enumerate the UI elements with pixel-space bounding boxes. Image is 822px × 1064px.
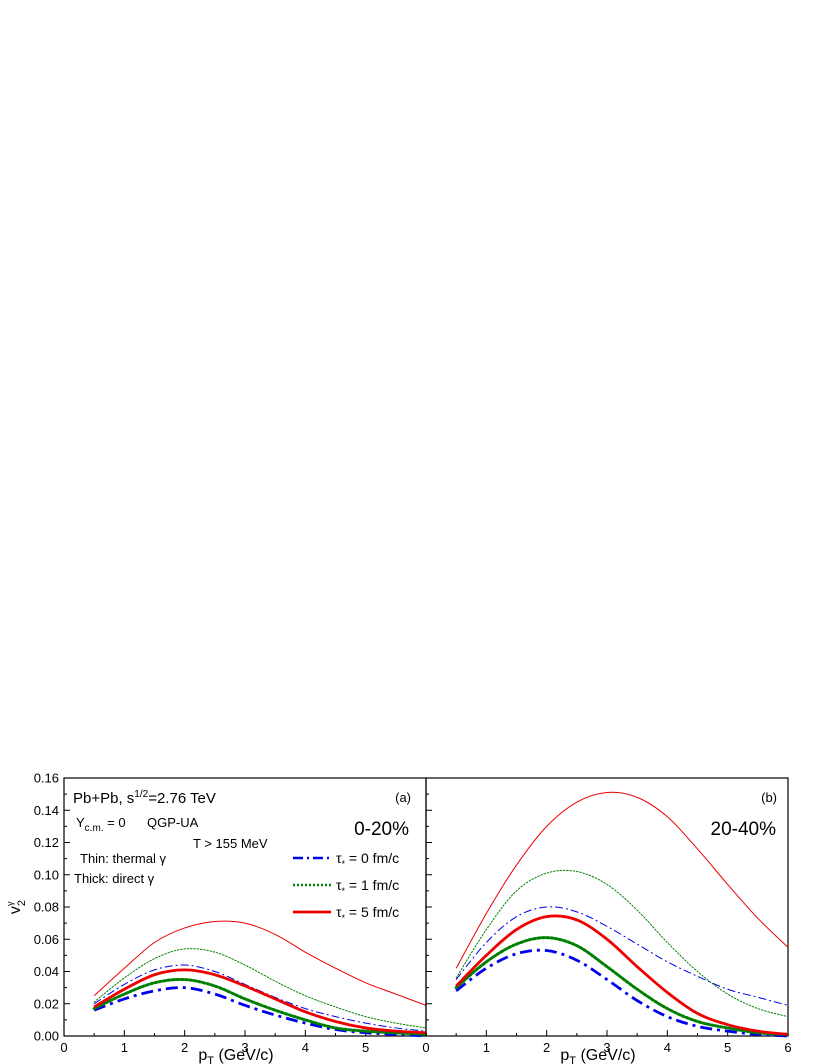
- legend-label-tau0: τ* = 0 fm/c: [336, 850, 399, 869]
- series-direct-tau1-a: [92, 977, 428, 1036]
- x-axis-title-a: pT (GeV/c): [198, 1047, 273, 1064]
- x-tick-label-b: 6: [784, 1040, 791, 1055]
- rapidity-label: Yc.m. = 0: [76, 815, 126, 834]
- series-thermal-tau1-b: [455, 869, 789, 1018]
- y-tick-label: 0.04: [34, 964, 59, 979]
- series-thermal-tau1-a: [93, 948, 427, 1029]
- x-axis-title-b: pT (GeV/c): [560, 1047, 635, 1064]
- x-tick-label-a: 0: [60, 1040, 67, 1055]
- panel-b-curves: [454, 791, 790, 1038]
- x-tick-label-a-end: 0: [422, 1040, 429, 1055]
- system-label: Pb+Pb, s1/2=2.76 TeV: [73, 789, 216, 807]
- y-tick-label: 0.12: [34, 835, 59, 850]
- panel-b-frame: [425, 777, 789, 1037]
- y-tick-label: 0.08: [34, 900, 59, 915]
- x-tick-label-a: 4: [302, 1040, 309, 1055]
- model-label: QGP-UA: [147, 815, 199, 830]
- panel-b-centrality: 20-40%: [711, 819, 777, 840]
- svg-text:v2γ: v2γ: [5, 900, 28, 914]
- panel-b-letter: (b): [761, 790, 777, 805]
- y-tick-label: 0.06: [34, 932, 59, 947]
- x-tick-label-a: 1: [121, 1040, 128, 1055]
- legend-label-tau1: τ* = 1 fm/c: [336, 877, 399, 896]
- panel-b-ticks: 1 2 3 4 5 6: [425, 777, 792, 1055]
- panel-a-letter: (a): [395, 790, 411, 805]
- y-tick-label: 0.16: [34, 771, 59, 786]
- thin-note: Thin: thermal γ: [80, 851, 166, 866]
- series-thermal-tau5-b: [455, 791, 789, 969]
- x-tick-label-b: 4: [664, 1040, 671, 1055]
- legend-label-tau5: τ* = 5 fm/c: [336, 904, 399, 923]
- panel-a-curves: [92, 920, 428, 1038]
- panel-b: 1 2 3 4 5 6 (b) 20-40%: [425, 777, 792, 1055]
- panel-a: 0 1 2 3 4 5 00.000.020.040.060.080.100.120.140…: [34, 771, 430, 1056]
- y-tick-label: 0.14: [34, 803, 59, 818]
- series-direct-tau5-a: [93, 968, 427, 1035]
- x-tick-label-a: 2: [181, 1040, 188, 1055]
- series-direct-tau0-b: [455, 948, 789, 1038]
- x-tick-label-b: 1: [483, 1040, 490, 1055]
- series-direct-tau0-a: [93, 986, 427, 1038]
- series-thermal-tau0-b: [455, 906, 789, 1006]
- series-thermal-tau0-a: [93, 964, 427, 1032]
- series-thermal-tau5-a: [93, 920, 427, 1006]
- x-tick-label-b: 2: [543, 1040, 550, 1055]
- legend: τ* = 0 fm/c τ* = 1 fm/c τ* = 5 fm/c: [293, 850, 399, 923]
- y-tick-label: 0.02: [34, 996, 59, 1011]
- thick-note: Thick: direct γ: [74, 871, 155, 886]
- panel-a-centrality: 0-20%: [354, 819, 409, 840]
- y-axis-title: v2γ: [5, 900, 28, 914]
- temperature-label: T > 155 MeV: [193, 836, 268, 851]
- x-tick-label-a: 3: [241, 1040, 248, 1055]
- x-tick-label-a: 5: [362, 1040, 369, 1055]
- y-tick-label: 0.00: [34, 1029, 59, 1044]
- series-direct-tau5-b: [455, 914, 789, 1036]
- x-tick-label-b: 5: [724, 1040, 731, 1055]
- series-direct-tau1-b: [454, 936, 790, 1036]
- x-tick-label-b: 3: [603, 1040, 610, 1055]
- panel-a-ticks: 0 1 2 3 4 5 00.000.020.040.060.080.100.120.140…: [34, 771, 430, 1056]
- y-tick-label: 0.10: [34, 867, 59, 882]
